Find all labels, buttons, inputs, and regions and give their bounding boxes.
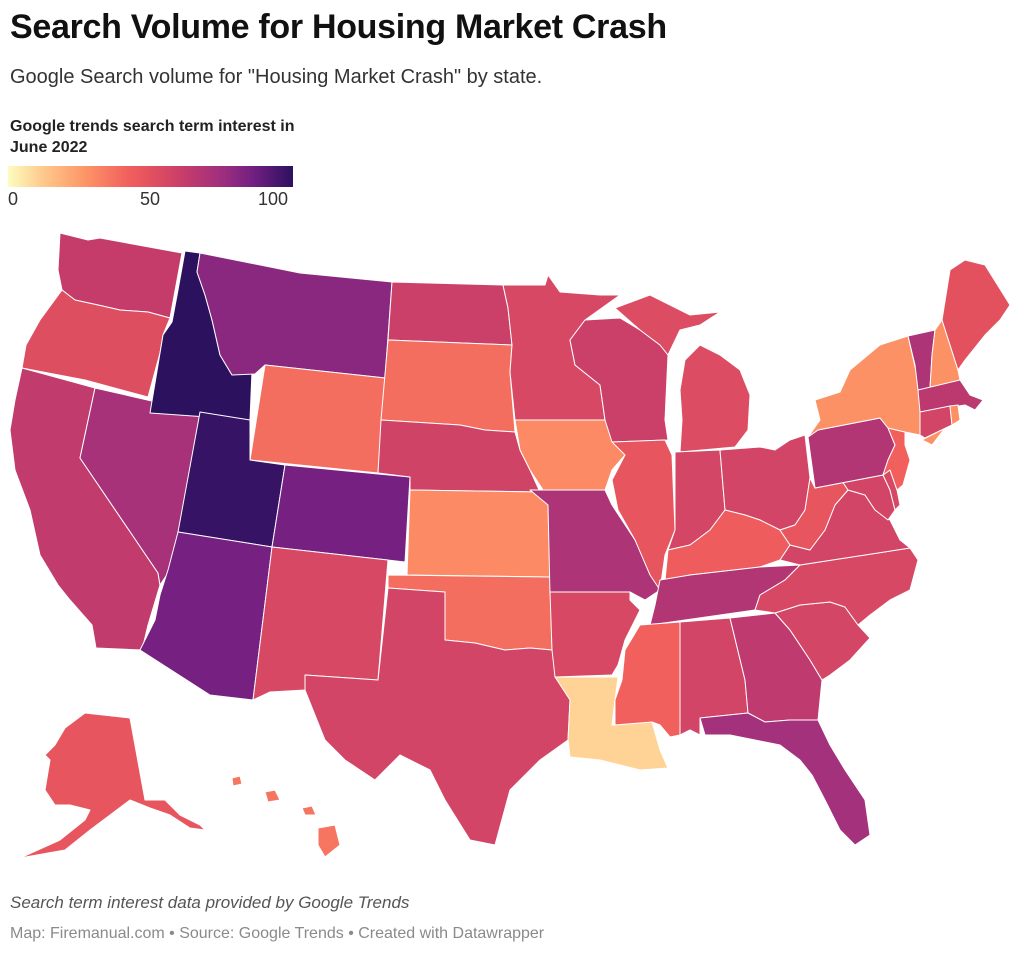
state-CO[interactable]: CO: 85 (271, 464, 411, 563)
state-MT[interactable]: MT: 80 (196, 252, 393, 379)
legend-tick-mid: 50 (140, 189, 161, 209)
state-ND[interactable]: ND: 60 (387, 281, 513, 346)
state-TX[interactable]: TX: 57 (304, 587, 571, 846)
state-MI[interactable]: MI: 53 (614, 294, 751, 453)
state-HI[interactable]: HI: 36 (231, 775, 341, 858)
legend-tick-min: 0 (8, 189, 19, 209)
legend-color-scale (8, 166, 293, 187)
state-AR[interactable]: AR: 55 (549, 591, 641, 678)
state-FL[interactable]: FL: 73 (699, 712, 871, 846)
chart-title: Search Volume for Housing Market Crash (10, 8, 667, 46)
state-ME[interactable]: ME: 50 (941, 259, 1011, 371)
footnote: Search term interest data provided by Go… (10, 893, 410, 912)
legend-title: Google trends search term interest in Ju… (10, 118, 295, 156)
state-IL[interactable]: IL: 48 (611, 439, 676, 591)
state-SD[interactable]: SD: 38 (380, 339, 516, 433)
state-NJ[interactable]: NJ: 42 (882, 427, 911, 491)
state-CT[interactable]: CT: 57 (919, 405, 953, 439)
legend-tick-max: 100 (258, 189, 289, 209)
state-RI[interactable]: RI: 28 (949, 404, 961, 426)
us-choropleth-map: WA: 62 OR: 52 CA: 63 NV: 72 ID: 100 MT: … (0, 215, 1024, 885)
state-KS[interactable]: KS: 30 (406, 489, 551, 578)
source-byline: Map: Firemanual.com • Source: Google Tre… (10, 925, 545, 942)
chart-subtitle: Google Search volume for "Housing Market… (10, 66, 543, 88)
state-WY[interactable]: WY: 38 (249, 364, 386, 474)
state-AK[interactable]: AK: 48 (19, 712, 206, 859)
